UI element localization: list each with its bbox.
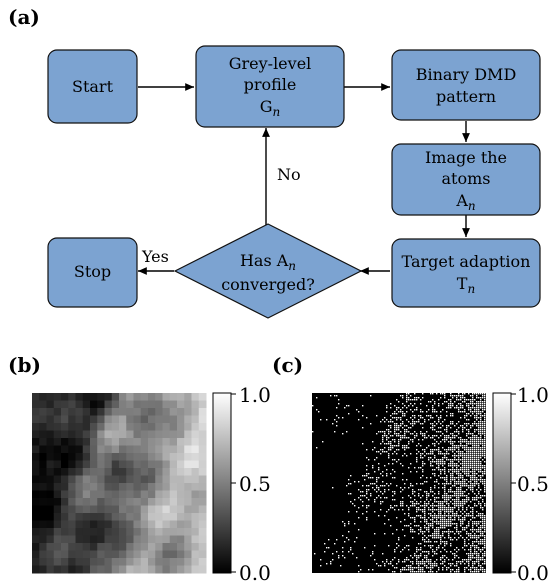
decision-line2: converged? [221,275,315,294]
colorbar-c: 1.0 0.5 0.0 [492,383,549,583]
node-stop: Stop [47,237,138,308]
colorbar-c-tick-mid: 0.5 [517,472,549,496]
decision-line1: Has An [240,251,296,273]
panel-label-b: (b) [8,353,41,377]
node-target-math: Tn [457,274,475,296]
node-grey-level-profile: Grey-level profile Gn [195,45,345,128]
edge-label-no: No [277,165,301,184]
node-target-label: Target adaption [402,252,531,271]
colorbar-c-tick-top: 1.0 [517,383,549,407]
node-image-label-line1: Image the [425,148,507,167]
panel-label-a: (a) [8,5,40,29]
node-binary-label-line2: pattern [436,87,496,106]
node-binary-dmd-pattern: Binary DMD pattern [391,49,541,121]
colorbar-b-tick-top: 1.0 [239,383,271,407]
colorbar-c-tick-bottom: 0.0 [517,561,549,583]
colorbar-b: 1.0 0.5 0.0 [212,383,271,583]
node-image-label-line2: atoms [442,169,491,188]
colorbar-b-tick-bottom: 0.0 [239,561,271,583]
node-target-adaption: Target adaption Tn [391,238,541,308]
grey-level-profile-image [32,393,207,574]
node-grey-label-line1: Grey-level [229,54,312,73]
node-image-the-atoms: Image the atoms An [391,143,541,216]
node-start-label: Start [72,77,114,96]
binary-dmd-pattern-image [312,393,486,573]
node-start: Start [47,49,138,124]
node-image-math: An [455,191,475,213]
node-grey-math: Gn [260,97,281,119]
colorbar-b-tick-mid: 0.5 [239,472,271,496]
node-decision-converged: Has An converged? [173,223,363,319]
node-binary-label-line1: Binary DMD [416,65,517,84]
node-grey-label-line2: profile [244,75,297,94]
edge-label-yes: Yes [141,247,169,266]
node-stop-label: Stop [74,262,111,281]
panel-label-c: (c) [272,353,303,377]
